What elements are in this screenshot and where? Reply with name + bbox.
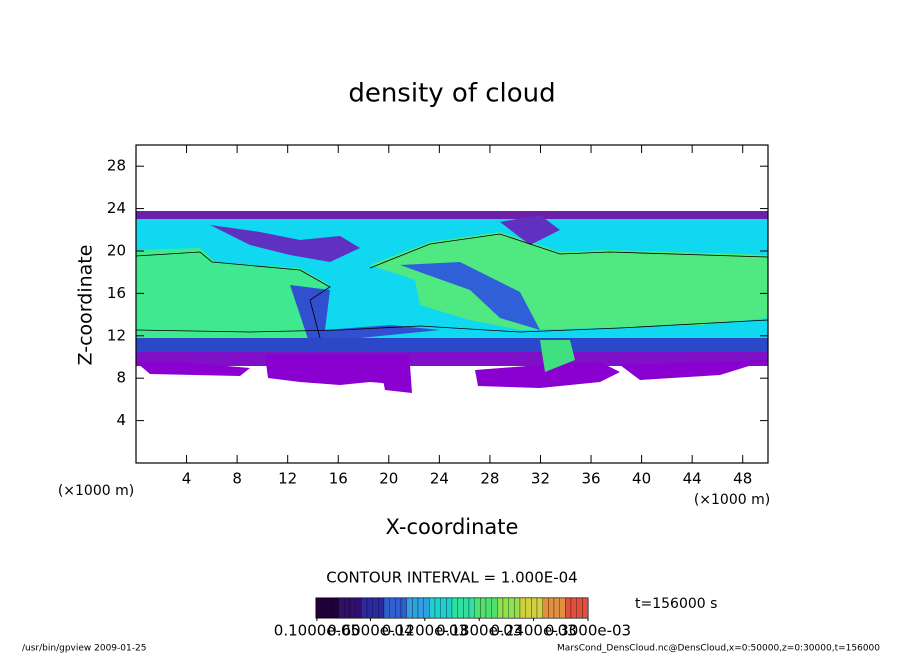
x-tick-label: 12 (278, 470, 297, 488)
colorbar-cell (451, 597, 458, 619)
colorbar-cell (395, 597, 402, 619)
colorbar-cell (417, 597, 424, 619)
x-tick-label: 28 (480, 470, 499, 488)
colorbar-cell (548, 597, 555, 619)
y-tick-label: 4 (116, 411, 126, 429)
colorbar-cell (378, 597, 385, 619)
x-tick-label: 20 (379, 470, 398, 488)
colorbar-cell (531, 597, 538, 619)
x-tick-label: 32 (531, 470, 550, 488)
colorbar-cell (502, 597, 509, 619)
y-tick-label: 16 (107, 284, 126, 302)
colorbar-cell (400, 597, 407, 619)
colorbar-cell (559, 597, 566, 619)
colorbar-cell (372, 597, 379, 619)
colorbar-cell (429, 597, 436, 619)
x-tick-label: 40 (632, 470, 651, 488)
colorbar-cell (570, 597, 577, 619)
colorbar-cell (576, 597, 583, 619)
colorbar-cell (553, 597, 560, 619)
x-tick-label: 48 (733, 470, 752, 488)
colorbar-cell (338, 597, 345, 619)
colorbar-tick-label: 0.2400e-03 (490, 622, 576, 640)
contour-interval: CONTOUR INTERVAL = 1.000E-04 (326, 569, 577, 587)
colorbar-cell (406, 597, 413, 619)
x-tick-label: 16 (329, 470, 348, 488)
y-axis-label: Z-coordinate (75, 245, 97, 366)
colorbar-cell (468, 597, 475, 619)
y-unit-label: (×1000 m) (58, 483, 134, 499)
colorbar-cell (446, 597, 453, 619)
colorbar-cell (361, 597, 368, 619)
colorbar-cell (321, 597, 328, 619)
x-tick-label: 8 (232, 470, 242, 488)
x-unit-label: (×1000 m) (694, 492, 770, 508)
y-tick-label: 8 (116, 369, 126, 387)
cloud-field (135, 211, 769, 393)
time-label: t=156000 s (635, 596, 717, 612)
y-tick-label: 12 (107, 326, 126, 344)
plot-frame (135, 144, 769, 464)
x-tick-label: 24 (430, 470, 449, 488)
y-tick-label: 24 (107, 199, 126, 217)
colorbar-tick-label: 0.1200e-03 (382, 622, 468, 640)
colorbar-cell (463, 597, 470, 619)
footer-right: MarsCond_DensCloud.nc@DensCloud,x=0:5000… (557, 644, 880, 654)
colorbar-cell (582, 597, 589, 619)
colorbar-cell (327, 597, 334, 619)
colorbar-cell (412, 597, 419, 619)
colorbar-cell (355, 597, 362, 619)
colorbar-cell (536, 597, 543, 619)
colorbar-cell (457, 597, 464, 619)
x-axis-label: X-coordinate (386, 515, 519, 539)
colorbar-cell (389, 597, 396, 619)
colorbar-cell (440, 597, 447, 619)
colorbar-cell (474, 597, 481, 619)
colorbar-cell (434, 597, 441, 619)
colorbar-tick-label: 0.3000e-03 (545, 622, 631, 640)
colorbar-cell (497, 597, 504, 619)
colorbar-cell (383, 597, 390, 619)
x-tick-label: 4 (182, 470, 192, 488)
colorbar-tick-label: 0.6000e-04 (327, 622, 413, 640)
colorbar-cell (315, 597, 322, 619)
colorbar-cell (485, 597, 492, 619)
colorbar-cell (366, 597, 373, 619)
colorbar-cell (423, 597, 430, 619)
colorbar-cell (519, 597, 526, 619)
colorbar-cell (349, 597, 356, 619)
colorbar-cell (514, 597, 521, 619)
y-tick-label: 20 (107, 242, 126, 260)
footer-left: /usr/bin/gpview 2009-01-25 (22, 644, 146, 654)
y-tick-label: 28 (107, 157, 126, 175)
chart-title: density of cloud (348, 79, 555, 109)
colorbar-cell (565, 597, 572, 619)
colorbar-tick-label: 0.1000e-05 (274, 622, 360, 640)
colorbar-tick-label: 0.1800e-03 (436, 622, 522, 640)
colorbar-cell (491, 597, 498, 619)
colorbar-cell (332, 597, 339, 619)
colorbar-cell (542, 597, 549, 619)
colorbar-cell (344, 597, 351, 619)
colorbar-cell (508, 597, 515, 619)
colorbar-cell (480, 597, 487, 619)
colorbar-cell (525, 597, 532, 619)
x-tick-label: 44 (683, 470, 702, 488)
x-tick-label: 36 (581, 470, 600, 488)
